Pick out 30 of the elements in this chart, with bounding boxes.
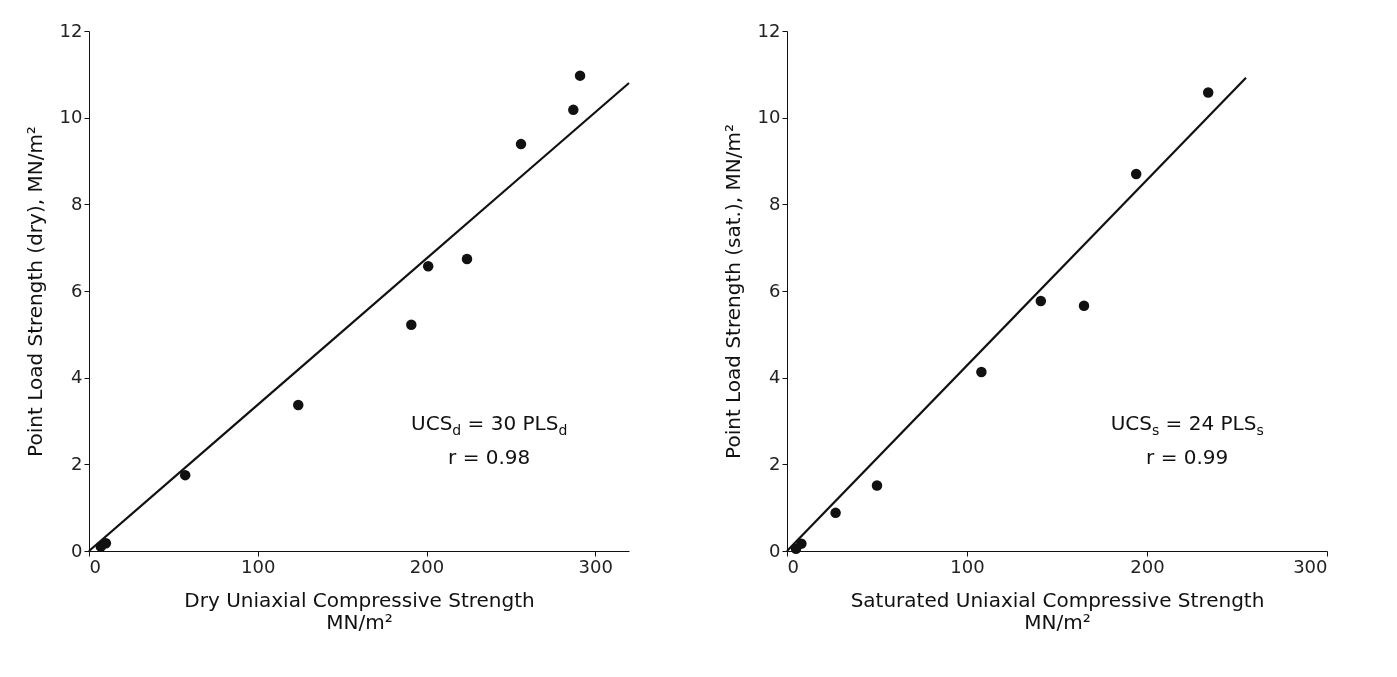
y-axis-title: Point Load Strength (sat.), MN/m² [720,124,745,459]
x-axis-title: Dry Uniaxial Compressive Strength MN/m² [184,587,535,634]
y-tick-label: 12 [757,19,781,41]
x-tick-label: 0 [787,555,799,577]
y-axis-title: Point Load Strength (dry), MN/m² [22,126,47,457]
x-tick-label: 200 [1130,555,1165,577]
x-tick-label: 300 [578,555,613,577]
y-tick-label: 8 [71,192,83,214]
y-tick-label: 10 [757,106,781,128]
x-tick-label: 300 [1293,555,1328,577]
y-tick-label: 2 [769,452,781,474]
y-tick-label: 2 [71,452,83,474]
y-tick-label: 6 [71,279,83,301]
annotation: r = 0.98 [448,445,531,470]
y-tick-label: 4 [71,366,83,388]
annotation: r = 0.99 [1146,445,1229,470]
x-tick-label: 0 [89,555,101,577]
annotation: UCS$_{s}$ = 24 PLS$_{s}$ [1110,410,1264,438]
y-tick-label: 6 [769,279,781,301]
x-tick-label: 100 [241,555,276,577]
y-tick-label: 12 [59,19,83,41]
x-tick-label: 100 [950,555,985,577]
y-tick-label: 0 [71,539,83,561]
y-tick-label: 8 [769,192,781,214]
x-tick-label: 200 [409,555,445,577]
y-tick-label: 10 [59,106,83,128]
x-axis-title: Saturated Uniaxial Compressive Strength MN/m² [850,587,1265,634]
annotation: UCS$_{d}$ = 30 PLS$_{d}$ [411,410,568,438]
y-tick-label: 0 [769,539,781,561]
y-tick-label: 4 [769,366,781,388]
